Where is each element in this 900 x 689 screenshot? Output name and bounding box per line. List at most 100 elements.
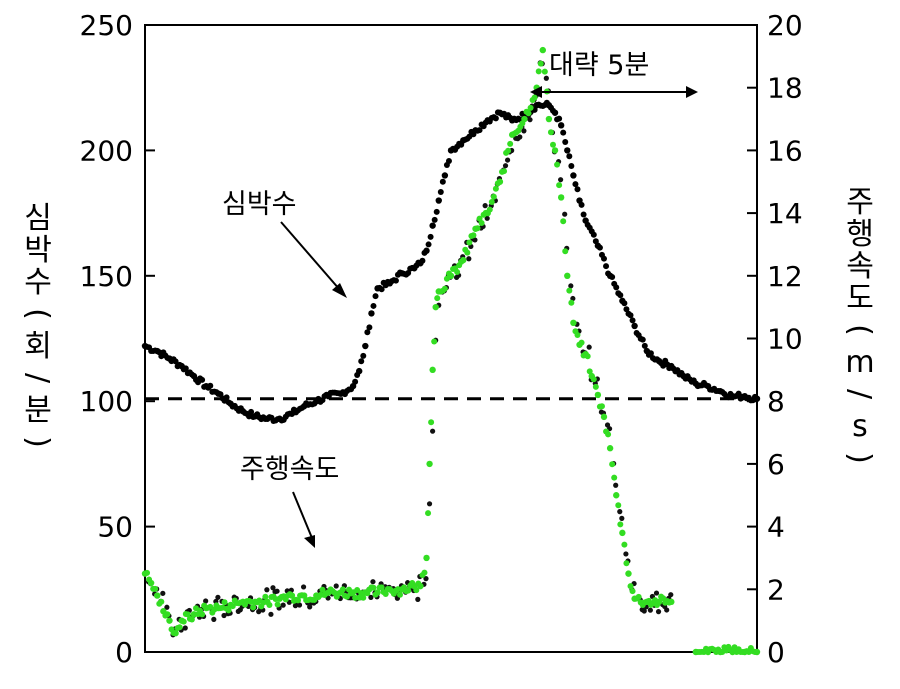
- data-point: [250, 604, 257, 611]
- data-point: [378, 286, 385, 293]
- data-point-shadow: [426, 501, 433, 507]
- data-point: [428, 419, 435, 426]
- data-point: [586, 368, 593, 375]
- data-point: [466, 239, 473, 246]
- data-point-shadow: [598, 409, 605, 415]
- data-point: [550, 141, 556, 148]
- data-point: [319, 586, 326, 593]
- data-point-shadow: [264, 587, 270, 593]
- data-point: [606, 445, 614, 452]
- data-point: [629, 317, 636, 324]
- data-point: [668, 598, 675, 606]
- axis-title-char: /: [20, 373, 55, 384]
- data-point: [537, 60, 544, 67]
- data-point-shadow: [333, 583, 339, 589]
- data-point: [441, 172, 449, 179]
- data-point: [505, 147, 512, 154]
- data-point: [490, 193, 497, 200]
- data-point: [592, 383, 599, 390]
- data-point: [360, 352, 367, 359]
- data-point: [619, 529, 626, 537]
- heart-rate-annotation: 심박수: [222, 189, 297, 220]
- data-point: [429, 366, 436, 374]
- data-point: [557, 122, 565, 129]
- data-point: [166, 617, 173, 624]
- data-point: [476, 127, 483, 134]
- data-point: [431, 216, 438, 223]
- data-point: [164, 611, 171, 618]
- data-point: [425, 510, 432, 517]
- data-point: [753, 648, 761, 656]
- duration-annotation: 대략 5분: [549, 50, 649, 81]
- data-point-shadow: [182, 625, 188, 631]
- data-point: [382, 590, 389, 597]
- data-point: [295, 597, 301, 604]
- data-point-shadow: [368, 594, 374, 600]
- data-point: [603, 263, 610, 270]
- data-point: [392, 277, 399, 284]
- series-heart_rate: [141, 99, 761, 425]
- data-point: [339, 586, 346, 593]
- data-point: [735, 390, 742, 397]
- data-point-shadow: [562, 211, 568, 217]
- data-point: [248, 408, 255, 415]
- right-axis-ticks: 0 2 4 6 8 10 12 14 16 18 20: [747, 9, 803, 669]
- heart-rate-annotation-arrowhead: [332, 283, 347, 298]
- data-point-shadow: [655, 609, 662, 615]
- data-point: [525, 110, 532, 117]
- data-point: [421, 569, 428, 576]
- data-point: [488, 199, 495, 206]
- data-point: [427, 233, 434, 240]
- data-point: [639, 336, 646, 343]
- data-point-shadow: [639, 607, 645, 613]
- data-point: [580, 211, 587, 218]
- data-point: [615, 502, 622, 509]
- data-point: [188, 616, 195, 623]
- data-point: [496, 178, 504, 185]
- data-point: [425, 241, 432, 248]
- data-point: [590, 376, 597, 383]
- data-point: [501, 168, 508, 175]
- data-point: [423, 554, 430, 562]
- data-point-shadow: [256, 609, 262, 615]
- left-tick-label: 100: [80, 385, 133, 418]
- axis-title-char: ): [20, 436, 55, 448]
- right-tick-label: 6: [767, 448, 785, 481]
- data-point-shadow: [613, 482, 619, 488]
- data-point: [568, 163, 575, 170]
- data-point-shadow: [586, 344, 592, 350]
- data-point-shadow: [647, 607, 653, 613]
- data-point: [405, 587, 412, 594]
- data-point: [492, 115, 499, 122]
- data-point: [584, 353, 591, 360]
- data-point: [431, 338, 438, 345]
- data-point: [621, 541, 628, 548]
- data-point: [274, 601, 281, 608]
- plot-area-frame: [144, 24, 758, 653]
- data-point: [601, 255, 607, 262]
- data-point-shadow: [502, 163, 509, 169]
- right-tick-label: 4: [767, 511, 785, 544]
- data-point: [556, 115, 563, 122]
- data-point-shadow: [619, 515, 625, 521]
- data-point: [527, 104, 534, 111]
- data-point: [460, 256, 467, 264]
- series-speed: [141, 46, 675, 638]
- data-point-shadow: [370, 579, 376, 585]
- data-point: [158, 598, 165, 605]
- data-point: [266, 601, 273, 608]
- data-point-shadow: [617, 509, 623, 515]
- data-point-shadow: [484, 215, 490, 221]
- data-point: [556, 182, 563, 189]
- data-point: [352, 378, 359, 385]
- axis-title-char: (: [20, 308, 55, 320]
- data-point: [182, 365, 189, 372]
- data-point: [613, 492, 620, 499]
- data-point: [547, 129, 554, 136]
- data-point-shadow: [221, 612, 227, 619]
- data-point-shadow: [235, 608, 241, 614]
- data-point: [623, 306, 630, 313]
- data-point: [439, 178, 446, 185]
- speed-annotation-arrowhead: [304, 535, 315, 548]
